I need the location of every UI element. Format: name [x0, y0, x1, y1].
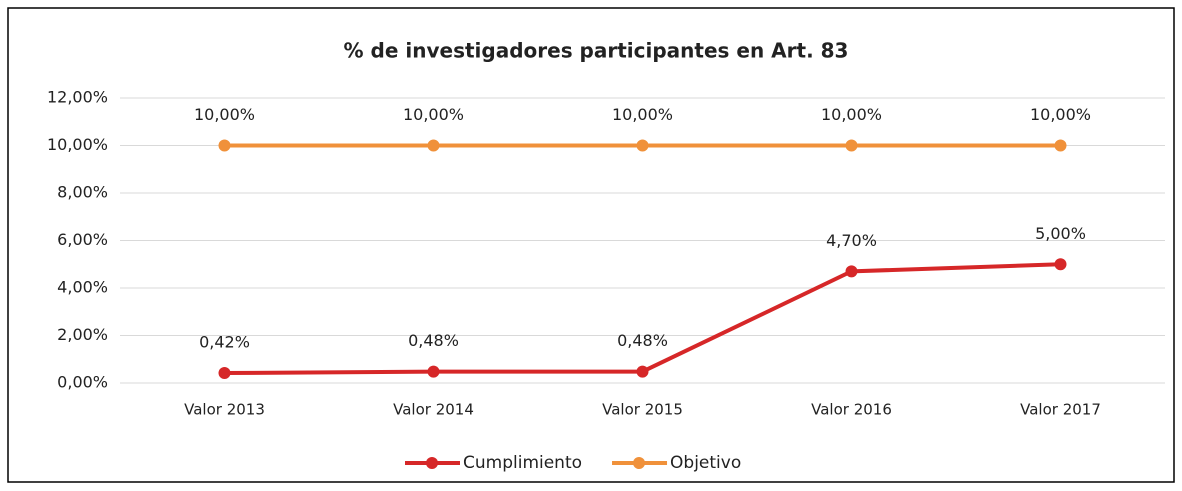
point: [218, 367, 231, 380]
data-label: 10,00%: [1030, 105, 1091, 124]
data-label: 0,48%: [617, 331, 668, 350]
y-tick-label: 12,00%: [47, 88, 108, 107]
data-label: 5,00%: [1035, 224, 1086, 243]
y-tick-label: 10,00%: [47, 135, 108, 154]
point: [427, 139, 440, 152]
legend-label: Objetivo: [670, 453, 741, 473]
point: [636, 365, 649, 378]
y-tick-label: 6,00%: [57, 230, 108, 249]
point: [845, 265, 858, 278]
point: [636, 139, 649, 152]
legend-marker: [633, 457, 646, 469]
data-label: 10,00%: [612, 105, 673, 124]
legend-label: Cumplimiento: [463, 453, 582, 473]
x-tick-label: Valor 2013: [184, 401, 265, 419]
y-tick-label: 8,00%: [57, 183, 108, 202]
data-label: 0,48%: [408, 331, 459, 350]
data-label: 10,00%: [403, 105, 464, 124]
data-label: 4,70%: [826, 231, 877, 250]
point: [218, 139, 231, 152]
y-tick-label: 2,00%: [57, 325, 108, 344]
x-tick-label: Valor 2016: [811, 401, 892, 419]
data-label: 10,00%: [821, 105, 882, 124]
point: [1054, 258, 1067, 271]
data-label: 0,42%: [199, 333, 250, 352]
x-tick-label: Valor 2015: [602, 401, 683, 419]
point: [427, 365, 440, 378]
chart-border: [7, 7, 1175, 483]
point: [1054, 139, 1067, 152]
x-tick-label: Valor 2017: [1020, 401, 1101, 419]
point: [845, 139, 858, 152]
chart-title: % de investigadores participantes en Art…: [344, 39, 849, 63]
y-tick-label: 0,00%: [57, 373, 108, 392]
legend-marker: [426, 457, 438, 469]
x-tick-label: Valor 2014: [393, 401, 474, 419]
y-tick-label: 4,00%: [57, 278, 108, 297]
data-label: 10,00%: [194, 105, 255, 124]
